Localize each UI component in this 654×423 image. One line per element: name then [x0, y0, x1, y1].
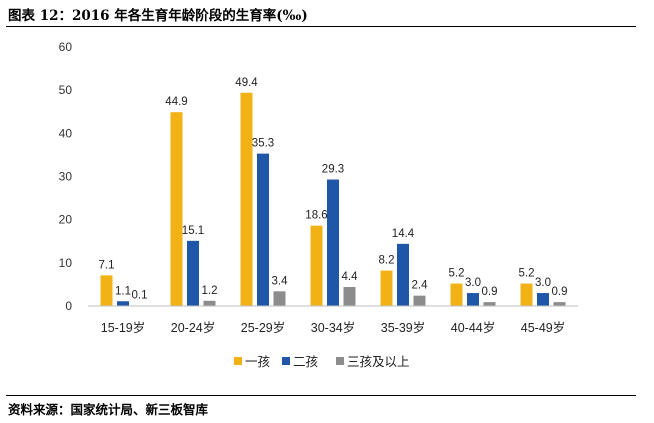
data-label: 14.4 [392, 228, 415, 240]
x-axis: 15-19岁 20-24岁 25-29岁 30-34岁 35-39岁 40-44岁 45-4… [88, 305, 578, 335]
data-label: 1.2 [202, 285, 218, 297]
x-tick-label: 25-29岁 [241, 320, 285, 335]
data-label: 3.4 [272, 275, 289, 287]
data-labels: 7.1 1.1 0.1 44.9 15.1 1.2 49.4 35.3 3.4 18.6 29.3 4… [99, 77, 568, 302]
data-label: 4.4 [342, 271, 359, 283]
legend-label: 三孩及以上 [347, 355, 410, 369]
data-label: 29.3 [322, 164, 344, 176]
legend-swatch [282, 357, 290, 365]
legend-swatch [234, 357, 242, 365]
y-tick-label: 20 [59, 213, 73, 227]
data-label: 0.1 [132, 290, 148, 302]
x-tick-label: 20-24岁 [171, 320, 215, 335]
y-tick-label: 50 [59, 83, 73, 97]
data-label: 5.2 [449, 268, 465, 280]
data-label: 49.4 [235, 77, 258, 89]
bar [467, 293, 479, 306]
bar [117, 301, 129, 306]
data-label: 3.0 [535, 277, 551, 289]
top-rule [6, 26, 636, 27]
source-note: 资料来源：国家统计局、新三板智库 [8, 402, 209, 417]
bar [343, 287, 356, 306]
bar [483, 302, 496, 306]
data-label: 0.9 [552, 286, 568, 298]
data-label: 3.0 [465, 277, 481, 289]
x-tick-label: 45-49岁 [521, 320, 565, 335]
bar [310, 225, 323, 306]
bar [380, 270, 393, 306]
bar [203, 300, 216, 306]
legend-swatch [336, 357, 344, 365]
y-tick-label: 10 [59, 256, 73, 270]
bar [100, 275, 113, 306]
x-tick-label: 15-19岁 [101, 320, 145, 335]
data-label: 8.2 [379, 255, 395, 267]
data-label: 2.4 [412, 280, 429, 292]
bar [257, 153, 269, 306]
bar [327, 179, 339, 306]
bar [240, 92, 253, 306]
bar [170, 112, 183, 306]
y-tick-label: 60 [59, 40, 73, 54]
x-tick-label: 40-44岁 [451, 320, 495, 335]
legend-label: 一孩 [245, 355, 270, 369]
data-label: 5.2 [519, 268, 535, 280]
bottom-rule [6, 395, 636, 396]
y-tick-label: 30 [59, 170, 73, 184]
bar [397, 243, 409, 306]
data-label: 35.3 [252, 138, 274, 150]
data-label: 7.1 [99, 259, 115, 271]
x-tick-label: 30-34岁 [311, 320, 355, 335]
bar [537, 293, 549, 306]
x-tick-label: 35-39岁 [381, 320, 425, 335]
data-label: 18.6 [305, 210, 327, 222]
bar [273, 291, 286, 306]
data-label: 1.1 [115, 285, 131, 297]
bar [413, 295, 426, 306]
chart-title: 图表 12：2016 年各生育年龄阶段的生育率(‰) [8, 8, 308, 24]
data-label: 44.9 [165, 96, 187, 108]
bar [553, 302, 566, 306]
y-tick-label: 40 [59, 126, 73, 140]
bar [187, 240, 199, 306]
bar [520, 283, 533, 306]
legend: 一孩 二孩 三孩及以上 [234, 355, 410, 369]
y-tick-label: 0 [65, 299, 72, 313]
bar-group [100, 92, 566, 307]
legend-label: 二孩 [293, 355, 318, 369]
bar [450, 283, 463, 306]
y-axis: 0 10 20 30 40 50 60 [59, 40, 73, 313]
data-label: 15.1 [182, 225, 204, 237]
data-label: 0.9 [482, 286, 498, 298]
